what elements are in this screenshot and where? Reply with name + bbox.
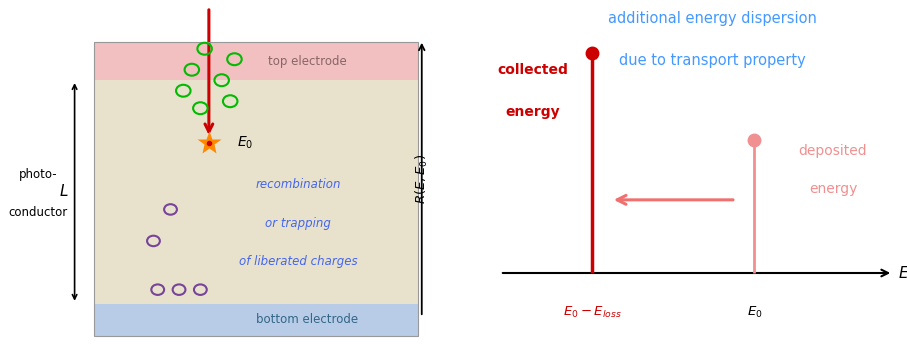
Bar [93, 42, 418, 336]
Text: or trapping: or trapping [266, 217, 331, 230]
Text: additional energy dispersion: additional energy dispersion [609, 10, 817, 26]
Text: conductor: conductor [9, 206, 68, 219]
Text: L: L [60, 184, 68, 200]
Text: $E_0$: $E_0$ [746, 304, 762, 320]
Text: deposited: deposited [799, 144, 867, 158]
Bar [93, 304, 418, 336]
Text: photo-: photo- [19, 168, 58, 181]
Text: collected: collected [497, 63, 568, 77]
Text: recombination: recombination [256, 178, 341, 191]
Bar [93, 42, 418, 336]
Text: energy: energy [505, 105, 560, 119]
Bar [93, 42, 418, 80]
Text: $E_0$: $E_0$ [237, 135, 253, 152]
Text: energy: energy [809, 182, 857, 196]
Text: $E_0-E_{loss}$: $E_0-E_{loss}$ [563, 304, 622, 320]
Text: $E$: $E$ [898, 265, 907, 281]
Text: $R(E,E_0)$: $R(E,E_0)$ [414, 153, 430, 204]
Text: due to transport property: due to transport property [619, 52, 806, 68]
Text: of liberated charges: of liberated charges [239, 256, 357, 268]
Text: bottom electrode: bottom electrode [256, 313, 358, 326]
Text: top electrode: top electrode [268, 55, 346, 68]
